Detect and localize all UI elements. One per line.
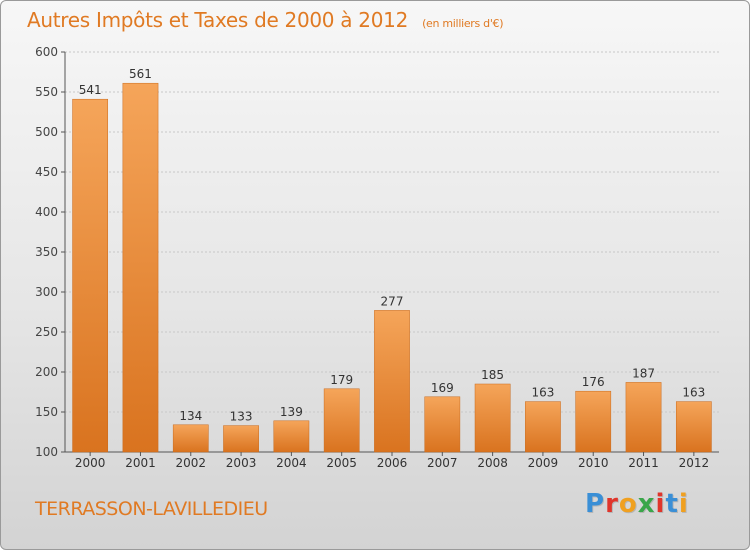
x-tick-label: 2001	[125, 456, 156, 470]
bar-2009	[525, 401, 561, 453]
bar-2004	[273, 420, 310, 453]
x-tick-label: 2006	[377, 456, 408, 470]
bar-2000	[72, 98, 109, 453]
bar-2001	[122, 82, 159, 453]
x-tick-label: 2007	[427, 456, 458, 470]
data-label: 185	[481, 368, 504, 382]
y-tick-label: 550	[35, 85, 58, 99]
y-tick-label: 250	[35, 325, 58, 339]
logo-letter: i	[655, 489, 666, 519]
y-tick-label: 200	[35, 365, 58, 379]
y-tick-label: 400	[35, 205, 58, 219]
data-label: 179	[330, 373, 353, 387]
data-label: 133	[230, 410, 253, 424]
data-label: 277	[381, 294, 404, 308]
chart-unit: (en milliers d'€)	[422, 17, 504, 30]
bar-2002	[172, 424, 209, 453]
logo-letter: t	[665, 489, 679, 519]
data-label: 139	[280, 405, 303, 419]
commune-name: TERRASSON-LAVILLEDIEU	[35, 498, 268, 520]
y-tick-label: 100	[35, 445, 58, 459]
logo-letter: x	[637, 489, 656, 519]
y-tick-label: 350	[35, 245, 58, 259]
x-tick-label: 2011	[628, 456, 659, 470]
x-tick-label: 2002	[175, 456, 206, 470]
data-label: 187	[632, 366, 655, 380]
bar-2006	[374, 310, 410, 453]
data-label: 134	[179, 409, 202, 423]
data-label: 163	[531, 386, 554, 400]
proxiti-logo[interactable]: Proxiti	[585, 489, 689, 519]
data-label: 163	[682, 386, 705, 400]
x-tick-label: 2012	[679, 456, 710, 470]
logo-letter: o	[618, 489, 638, 519]
data-label: 561	[129, 67, 152, 81]
bar-2010	[575, 390, 612, 453]
y-tick-label: 300	[35, 285, 58, 299]
x-tick-label: 2004	[276, 456, 307, 470]
chart-title-text: Autres Impôts et Taxes de 2000 à 2012	[27, 8, 408, 32]
bar-2007	[424, 396, 461, 453]
bar-2008	[474, 383, 511, 453]
x-tick-label: 2005	[326, 456, 357, 470]
bar-2003	[223, 425, 259, 453]
y-tick-label: 450	[35, 165, 58, 179]
data-label: 169	[431, 381, 454, 395]
chart-title: Autres Impôts et Taxes de 2000 à 2012 (e…	[27, 8, 504, 32]
data-label: 176	[582, 375, 605, 389]
bar-2005	[323, 388, 360, 453]
bar-2012	[675, 401, 712, 453]
logo-letter: i	[678, 489, 689, 519]
x-tick-label: 2003	[226, 456, 257, 470]
y-tick-label: 600	[35, 45, 58, 59]
data-label: 541	[79, 83, 102, 97]
x-tick-label: 2008	[477, 456, 508, 470]
logo-letter: r	[605, 489, 619, 519]
bar-2011	[625, 382, 662, 453]
y-tick-label: 150	[35, 405, 58, 419]
x-tick-label: 2009	[528, 456, 559, 470]
logo-letter: P	[585, 489, 606, 519]
y-tick-label: 500	[35, 125, 58, 139]
x-tick-label: 2010	[578, 456, 609, 470]
x-tick-label: 2000	[75, 456, 106, 470]
